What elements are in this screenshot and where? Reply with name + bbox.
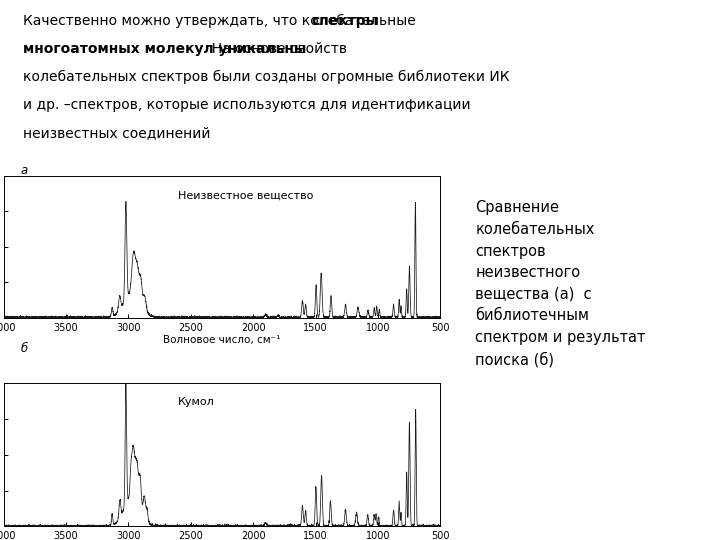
Text: Качественно можно утверждать, что колебательные: Качественно можно утверждать, что колеба…: [23, 14, 420, 28]
Text: спектры: спектры: [311, 14, 378, 28]
Text: Сравнение
колебательных
спектров
неизвестного
вещества (а)  с
библиотечным
спект: Сравнение колебательных спектров неизвес…: [475, 200, 646, 368]
X-axis label: Волновое число, см⁻¹: Волновое число, см⁻¹: [163, 335, 281, 346]
Text: . На основе свойств: . На основе свойств: [203, 42, 347, 56]
Text: а: а: [20, 164, 27, 177]
Text: колебательных спектров были созданы огромные библиотеки ИК: колебательных спектров были созданы огро…: [23, 70, 510, 84]
Text: Неизвестное вещество: Неизвестное вещество: [179, 190, 314, 200]
Text: Кумол: Кумол: [179, 397, 215, 407]
Text: многоатомных молекул уникальны: многоатомных молекул уникальны: [23, 42, 307, 56]
Text: б: б: [20, 342, 27, 355]
Text: неизвестных соединений: неизвестных соединений: [23, 126, 210, 140]
Text: и др. –спектров, которые используются для идентификации: и др. –спектров, которые используются дл…: [23, 98, 471, 112]
